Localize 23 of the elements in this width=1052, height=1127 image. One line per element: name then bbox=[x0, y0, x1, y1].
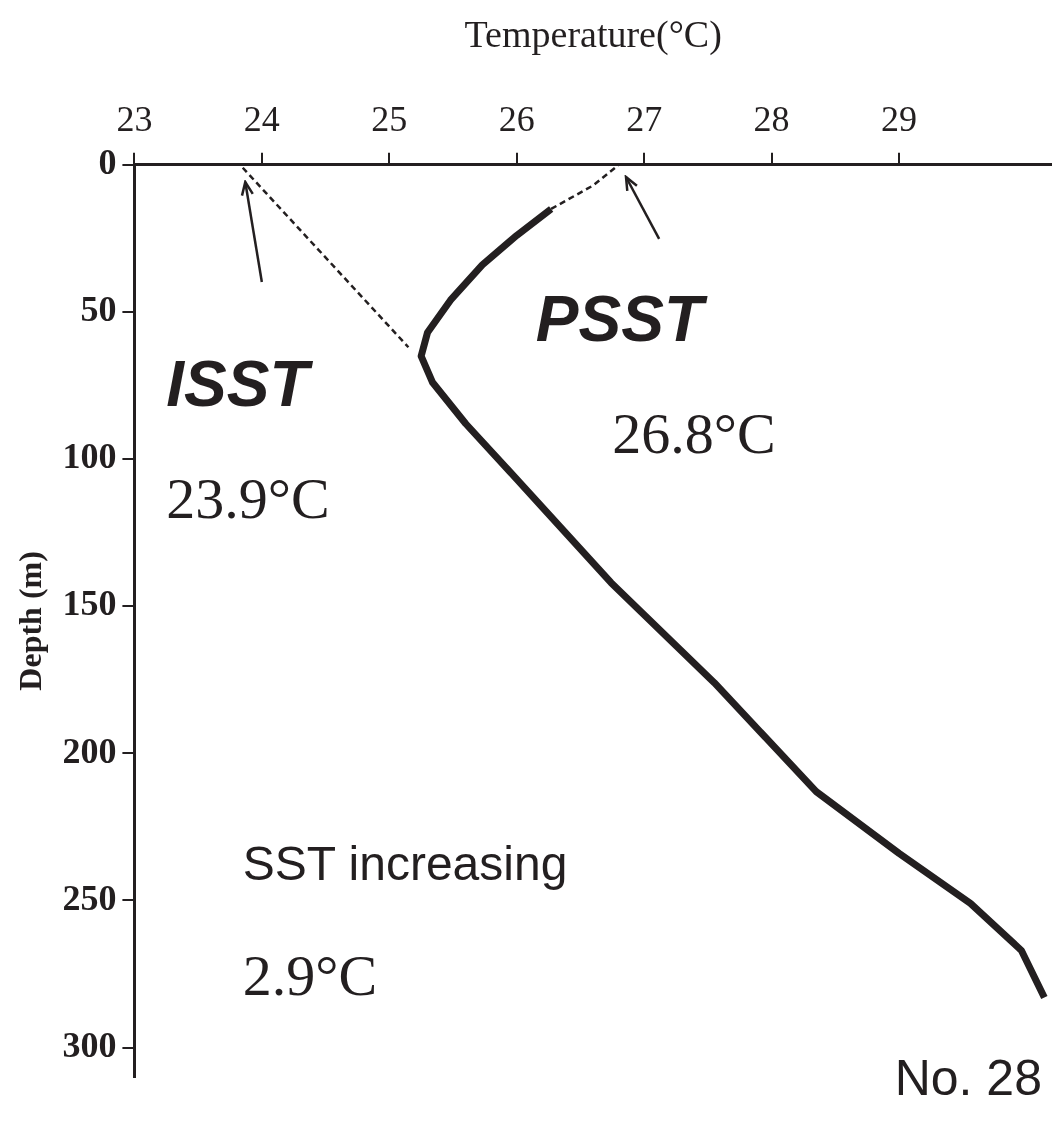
y-tick-label: 200 bbox=[62, 730, 117, 771]
y-tick-label: 150 bbox=[62, 583, 117, 624]
annotation: SST increasing bbox=[242, 836, 568, 890]
annotation: 2.9°C bbox=[242, 942, 378, 1008]
annotation: 23.9°C bbox=[166, 465, 330, 531]
y-tick-label: 250 bbox=[62, 877, 117, 918]
x-tick-label: 28 bbox=[753, 98, 790, 139]
annotation: ISST bbox=[166, 348, 314, 421]
annotation: No. 28 bbox=[894, 1049, 1042, 1106]
y-axis-title: Depth (m) bbox=[12, 551, 49, 691]
annotation: PSST bbox=[535, 283, 708, 356]
x-tick-label: 24 bbox=[243, 98, 280, 139]
x-tick-label: 23 bbox=[116, 98, 153, 139]
x-tick-label: 27 bbox=[626, 98, 663, 139]
x-tick-label: 25 bbox=[371, 98, 408, 139]
y-tick-label: 300 bbox=[62, 1024, 117, 1065]
y-tick-label: 0 bbox=[98, 142, 117, 183]
x-axis-title: Temperature(°C) bbox=[464, 12, 722, 56]
annotation: 26.8°C bbox=[612, 401, 776, 467]
x-tick-label: 29 bbox=[881, 98, 918, 139]
x-tick-label: 26 bbox=[498, 98, 535, 139]
y-tick-label: 100 bbox=[62, 436, 117, 477]
y-tick-label: 50 bbox=[80, 289, 117, 330]
